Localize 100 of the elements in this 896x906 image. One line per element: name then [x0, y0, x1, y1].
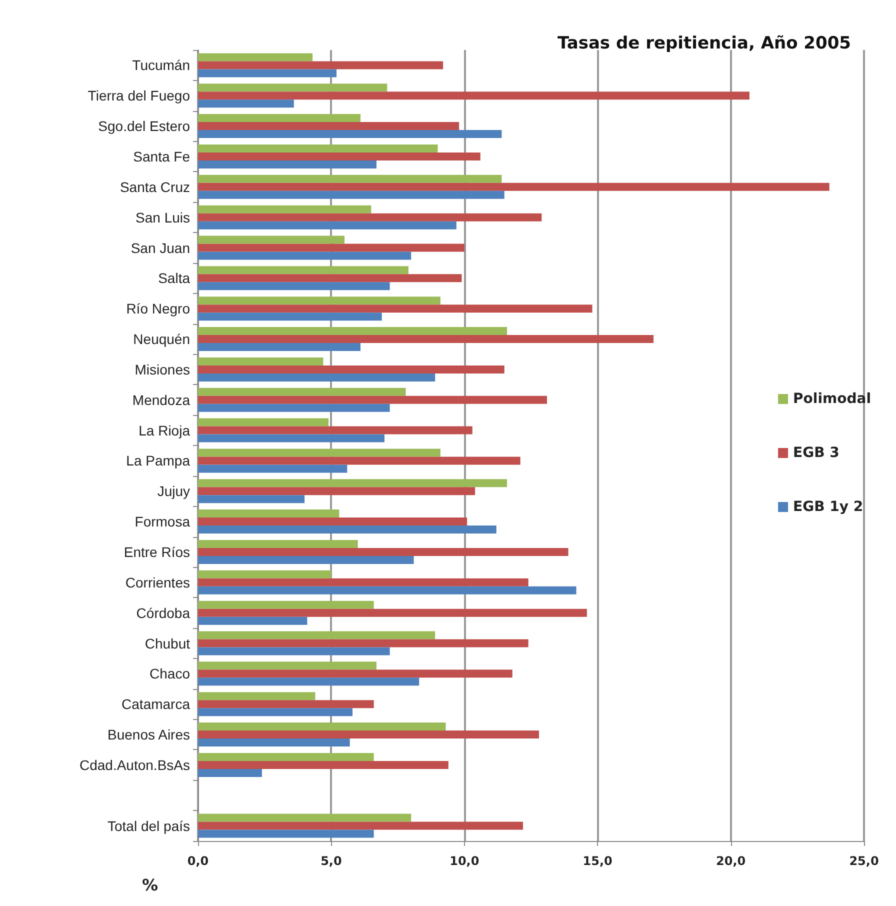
bar: [198, 100, 294, 108]
x-tick-label: 15,0: [582, 854, 612, 868]
legend-label: EGB 1y 2: [793, 499, 864, 515]
bar: [198, 586, 576, 594]
bar: [198, 357, 324, 366]
bar: [198, 830, 374, 838]
legend-label: EGB 3: [793, 445, 840, 461]
bar: [198, 768, 262, 777]
y-tick-label: Sgo.del Estero: [98, 118, 190, 134]
bar: [198, 252, 412, 260]
bar: [198, 518, 468, 526]
y-tick-label: Mendoza: [132, 392, 190, 408]
bar: [198, 700, 374, 708]
y-tick-label: La Pampa: [126, 452, 190, 469]
bar: [198, 373, 436, 382]
y-tick-label: San Luis: [136, 209, 190, 226]
y-tick-label: San Juan: [130, 240, 190, 256]
bar: [198, 205, 372, 214]
y-tick-label: Tierra del Fuego: [88, 88, 190, 104]
legend-label: Polimodal: [793, 391, 872, 407]
y-tick-label: La Rioja: [138, 422, 190, 438]
bar: [198, 814, 412, 822]
bar: [198, 388, 406, 396]
bar: [198, 296, 440, 305]
x-tick-label: 5,0: [320, 854, 342, 868]
y-tick-label: Buenos Aires: [108, 726, 190, 743]
y-tick-label: Formosa: [134, 514, 190, 530]
x-tick-label: 10,0: [450, 854, 480, 868]
bar: [198, 647, 390, 656]
bar: [198, 365, 504, 374]
bar: [198, 61, 444, 70]
bar: [198, 335, 654, 344]
bar: [198, 548, 568, 556]
bar: [198, 53, 313, 62]
bar: [198, 526, 496, 534]
x-tick-label: 20,0: [716, 854, 746, 868]
bar: [198, 221, 456, 230]
bar: [198, 678, 420, 686]
bar: [198, 760, 448, 769]
bar: [198, 114, 361, 122]
y-tick-label: Chaco: [150, 666, 190, 682]
bar: [198, 236, 345, 244]
y-tick-label: Chubut: [144, 635, 190, 652]
bar: [198, 144, 438, 152]
bar: [198, 616, 308, 625]
bar: [198, 752, 374, 761]
bar: [198, 69, 337, 78]
bar: [198, 182, 830, 191]
bar: [198, 662, 376, 670]
bar: [198, 213, 542, 222]
bar: [198, 343, 361, 352]
y-tick-label: Tucumán: [132, 57, 190, 74]
y-tick-label: Neuquén: [133, 331, 190, 348]
bar: [198, 282, 390, 290]
bar: [198, 495, 305, 504]
bar: [198, 822, 524, 830]
y-tick-label: Santa Fe: [133, 148, 190, 164]
bar: [198, 122, 460, 130]
chart-title: Tasas de repitiencia, Año 2005: [557, 34, 852, 54]
bar: [198, 540, 358, 548]
bar: [198, 487, 476, 496]
y-tick-label: Santa Cruz: [120, 178, 190, 195]
y-tick-label: Misiones: [134, 361, 190, 378]
y-tick-label: Córdoba: [136, 604, 190, 621]
y-tick-label: Corrientes: [125, 574, 190, 590]
bar: [198, 152, 480, 160]
bar: [198, 312, 382, 321]
x-tick-label: 0,0: [187, 854, 209, 868]
bar: [198, 396, 547, 404]
y-tick-label: Total del país: [108, 818, 190, 834]
bar: [198, 92, 750, 100]
bar: [198, 722, 446, 731]
bar: [198, 266, 408, 274]
bar: [198, 434, 384, 442]
y-tick-label: Río Negro: [126, 300, 190, 317]
bar: [198, 456, 520, 465]
bar: [198, 708, 353, 716]
bar: [198, 404, 390, 412]
bar: [198, 244, 464, 252]
bar: [198, 130, 502, 138]
bar: [198, 738, 350, 747]
bar: [198, 600, 374, 609]
bar: [198, 327, 508, 336]
y-tick-label: Catamarca: [122, 696, 190, 712]
bar: [198, 160, 376, 168]
bar: [198, 479, 508, 488]
bar: [198, 692, 316, 700]
y-tick-label: Entre Ríos: [124, 544, 190, 560]
bar: [198, 448, 440, 457]
y-tick-label: Cdad.Auton.BsAs: [79, 756, 190, 773]
bar: [198, 608, 587, 617]
bar: [198, 578, 528, 586]
bar: [198, 570, 332, 578]
bar: [198, 418, 329, 426]
bar: [198, 670, 512, 678]
bar: [198, 174, 502, 183]
bar: [198, 639, 528, 648]
bar: [198, 84, 388, 92]
bar: [198, 274, 462, 282]
bar: [198, 464, 348, 473]
